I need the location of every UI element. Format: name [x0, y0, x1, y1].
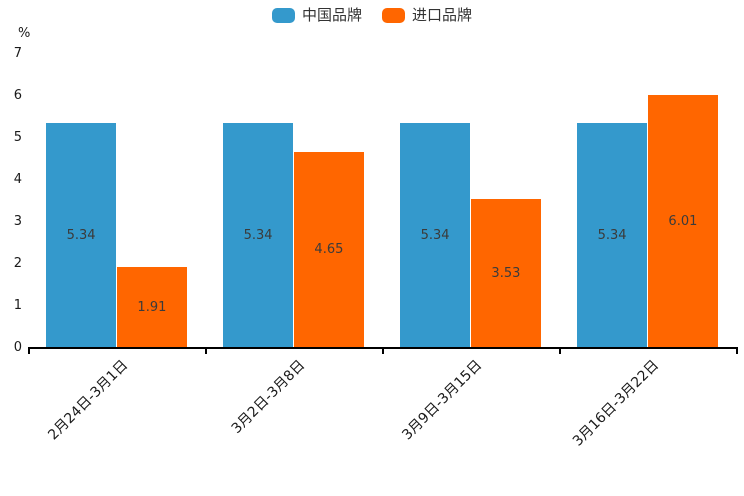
bar-value-label: 5.34 [66, 227, 96, 243]
y-tick-label-6: 6 [13, 88, 22, 103]
x-axis-tick [559, 349, 561, 354]
y-tick-label-4: 4 [13, 172, 22, 187]
bar-进口品牌-0: 1.91 [116, 266, 188, 347]
y-tick-label-3: 3 [13, 214, 22, 229]
x-axis-tick [382, 349, 384, 354]
chart-legend: 中国品牌 进口品牌 [0, 8, 744, 23]
y-tick-label-2: 2 [13, 256, 22, 271]
bar-中国品牌-2: 5.34 [399, 122, 471, 347]
y-tick-label-1: 1 [13, 298, 22, 313]
bar-value-label: 5.34 [420, 227, 450, 243]
legend-label-import-brand: 进口品牌 [412, 6, 473, 24]
bar-中国品牌-0: 5.34 [45, 122, 117, 347]
bar-value-label: 1.91 [137, 299, 167, 315]
x-tick-label-1: 3月2日-3月8日 [228, 357, 309, 437]
x-tick-label-0: 2月24日-3月1日 [45, 357, 132, 444]
x-tick-label-2: 3月9日-3月15日 [399, 357, 486, 444]
x-tick-label-3: 3月16日-3月22日 [569, 357, 663, 450]
y-axis-unit-label: % [18, 26, 31, 41]
legend-item-china-brand[interactable]: 中国品牌 [271, 6, 362, 24]
x-axis-tick [28, 349, 30, 354]
bar-中国品牌-3: 5.34 [576, 122, 648, 347]
y-tick-label-7: 7 [13, 46, 22, 61]
bar-value-label: 4.65 [314, 242, 344, 258]
bar-value-label: 5.34 [597, 227, 627, 243]
legend-swatch-blue-icon [271, 8, 295, 23]
bar-value-label: 6.01 [668, 213, 698, 229]
x-axis-tick [736, 349, 738, 354]
x-axis-tick [205, 349, 207, 354]
y-tick-label-5: 5 [13, 130, 22, 145]
bar-value-label: 3.53 [491, 265, 521, 281]
bar-中国品牌-1: 5.34 [222, 122, 294, 347]
y-tick-label-0: 0 [13, 340, 22, 355]
legend-swatch-orange-icon [382, 8, 405, 23]
bar-进口品牌-3: 6.01 [647, 94, 719, 347]
bar-进口品牌-1: 4.65 [293, 151, 365, 347]
legend-label-china-brand: 中国品牌 [301, 6, 362, 24]
legend-item-import-brand[interactable]: 进口品牌 [382, 8, 472, 23]
bar-value-label: 5.34 [243, 227, 273, 243]
x-axis-line [28, 347, 738, 349]
bar-进口品牌-2: 3.53 [470, 198, 542, 347]
